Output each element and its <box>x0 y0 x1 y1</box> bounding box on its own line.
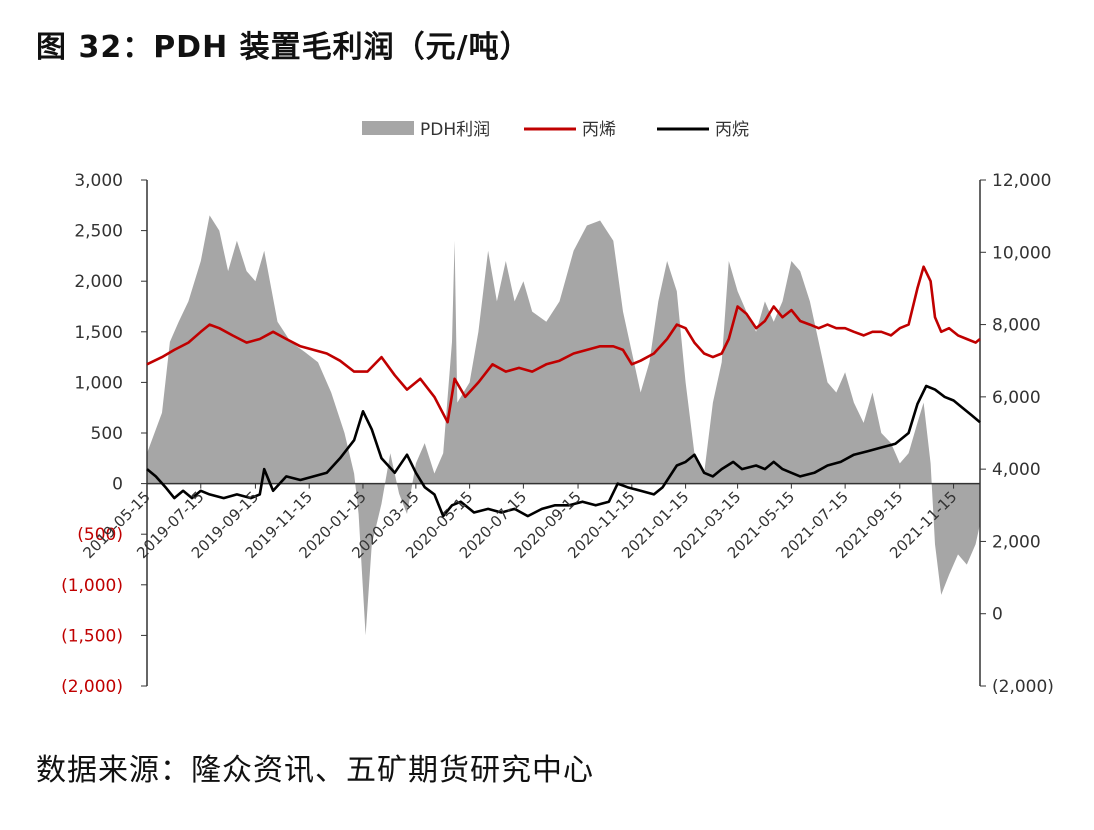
legend-label: 丙烯 <box>582 120 616 140</box>
right-tick-label: 12,000 <box>992 171 1051 191</box>
left-tick-label: (500) <box>77 525 123 545</box>
left-tick-label: 1,000 <box>74 373 123 393</box>
series-line-propane <box>146 384 981 518</box>
left-tick-label: 500 <box>91 424 123 444</box>
legend-item-propylene: 丙烯 <box>524 120 616 140</box>
left-tick-label: 2,000 <box>74 272 123 292</box>
left-tick-label: (1,500) <box>61 626 123 646</box>
chart-legend: PDH利润 丙烯 丙烷 <box>362 120 749 140</box>
right-tick-label: 6,000 <box>992 388 1041 408</box>
legend-item-propane: 丙烷 <box>657 120 749 140</box>
right-tick-label: 0 <box>992 605 1003 625</box>
legend-label: 丙烷 <box>715 120 749 140</box>
series-area-pdh-profit <box>147 215 980 636</box>
left-tick-label: 3,000 <box>74 171 123 191</box>
right-tick-label: 8,000 <box>992 316 1041 336</box>
right-tick-label: (2,000) <box>992 677 1054 697</box>
left-tick-label: (1,000) <box>61 576 123 596</box>
axes <box>141 179 986 687</box>
series-line-propylene <box>146 265 981 424</box>
chart-title: 图 32：PDH 装置毛利润（元/吨） <box>36 30 531 65</box>
profit-area-layer <box>147 215 980 636</box>
left-tick-label: 2,500 <box>74 222 123 242</box>
left-tick-label: 0 <box>112 475 123 495</box>
left-tick-label: (2,000) <box>61 677 123 697</box>
right-tick-label: 2,000 <box>992 532 1041 552</box>
left-tick-label: 1,500 <box>74 323 123 343</box>
legend-swatch <box>362 121 414 135</box>
data-source-note: 数据来源：隆众资讯、五矿期货研究中心 <box>36 753 594 788</box>
right-tick-label: 10,000 <box>992 243 1051 263</box>
price-lines-layer <box>146 265 981 518</box>
right-tick-label: 4,000 <box>992 460 1041 480</box>
legend-item-pdh-profit: PDH利润 <box>362 120 490 140</box>
legend-label: PDH利润 <box>420 120 490 140</box>
